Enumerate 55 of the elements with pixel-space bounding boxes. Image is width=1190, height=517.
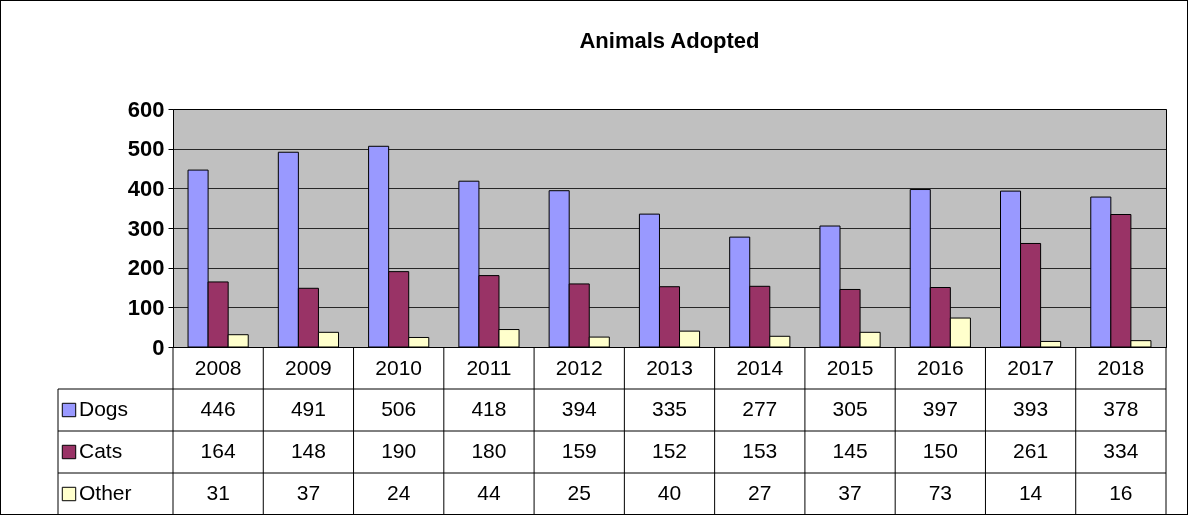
data-label: 16 (1109, 481, 1133, 504)
y-tick-label: 0 (152, 334, 165, 360)
data-label: 397 (922, 397, 958, 420)
data-label: 305 (832, 397, 868, 420)
x-tick-label: 2015 (826, 355, 874, 379)
data-label: 446 (200, 397, 236, 420)
y-tick-label: 200 (127, 255, 165, 281)
y-tick-label: 400 (127, 175, 165, 201)
data-label: 180 (471, 439, 507, 462)
y-tick-label: 500 (127, 136, 165, 162)
x-tick-label: 2009 (285, 355, 332, 379)
data-label: 153 (742, 439, 778, 462)
data-label: 418 (471, 397, 507, 420)
y-tick-label: 600 (127, 96, 165, 122)
x-tick-label: 2017 (1007, 355, 1054, 379)
data-label: 148 (290, 439, 326, 462)
x-tick-label: 2011 (466, 355, 512, 379)
data-label: 159 (561, 439, 597, 462)
data-label: 44 (477, 481, 501, 504)
data-label: 37 (838, 481, 862, 504)
data-label: 261 (1013, 439, 1049, 462)
x-tick-label: 2008 (194, 355, 242, 379)
chart-title: Animals Adopted (579, 28, 760, 53)
data-label: 14 (1018, 481, 1043, 504)
data-label: 37 (296, 481, 321, 504)
data-label: 394 (561, 397, 598, 420)
x-tick-label: 2013 (646, 355, 693, 379)
x-tick-label: 2018 (1097, 355, 1145, 379)
data-label: 27 (748, 481, 772, 504)
data-label: 277 (742, 397, 778, 420)
x-tick-label: 2010 (375, 355, 423, 379)
x-tick-label: 2014 (736, 355, 784, 379)
y-tick-label: 100 (127, 294, 165, 320)
legend-label: Other (79, 481, 132, 504)
legend-label: Cats (79, 439, 123, 462)
data-label: 393 (1013, 397, 1049, 420)
x-tick-label: 2016 (916, 355, 964, 379)
data-label: 40 (657, 481, 682, 504)
data-label: 24 (387, 481, 411, 504)
data-label: 335 (651, 397, 688, 420)
x-tick-label: 2012 (555, 355, 603, 379)
data-label: 73 (928, 481, 952, 504)
data-label: 150 (922, 439, 958, 462)
data-label: 334 (1103, 439, 1139, 462)
data-label: 506 (381, 397, 417, 420)
data-label: 190 (381, 439, 417, 462)
legend-label: Dogs (79, 397, 129, 420)
data-label: 25 (567, 481, 591, 504)
data-label: 491 (290, 397, 326, 420)
data-label: 31 (206, 481, 230, 504)
data-label: 145 (832, 439, 868, 462)
data-label: 152 (651, 439, 688, 462)
data-label: 378 (1103, 397, 1139, 420)
data-label: 164 (200, 439, 236, 462)
y-tick-label: 300 (127, 215, 165, 241)
